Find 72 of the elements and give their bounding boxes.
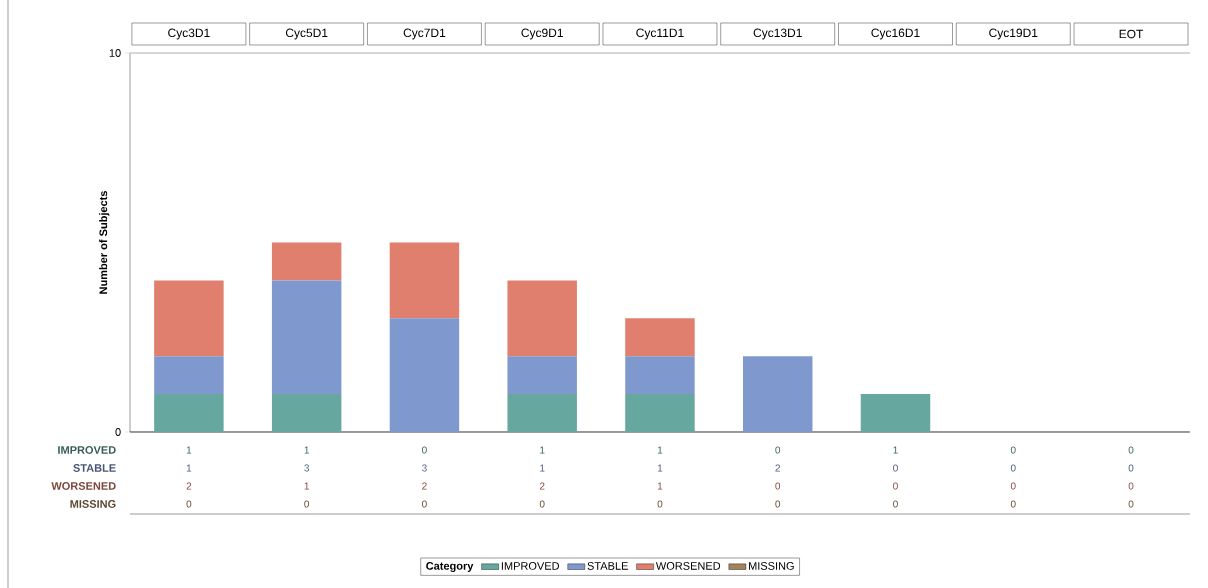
x-tick-label: Cyc13D1 [753,28,802,40]
data-label: 3 [304,464,310,472]
data-label: 0 [1010,500,1016,508]
text: IMPROVED [58,446,116,454]
data-label: 1 [540,446,545,454]
data-label: 3 [422,464,427,472]
data-label: 0 [1010,482,1016,490]
data-label: 1 [540,464,545,472]
data-label: 1 [186,446,192,454]
data-label: 0 [775,446,781,454]
legend-label: STABLE [587,562,628,570]
bar [154,356,224,395]
data-label: 0 [1128,464,1134,472]
text: WORSENED [51,482,116,490]
data-label: 0 [422,446,427,454]
bar [625,356,695,395]
data-label: 1 [304,482,309,490]
bar [625,318,695,357]
data-label: 0 [893,464,898,472]
text: MISSING [70,500,116,508]
legend-label: MISSING [749,562,794,570]
bar [507,394,577,432]
bar [507,356,577,395]
data-label: 0 [186,500,192,508]
x-tick-label: EOT [1119,29,1144,39]
bar [507,280,577,357]
text: STABLE [73,464,116,472]
data-label: 0 [1128,500,1134,508]
bar [742,356,813,432]
x-tick-label: Cyc16D1 [871,28,920,40]
bar [860,394,931,432]
data-label: 1 [304,446,309,454]
legend-title: Category [426,562,474,573]
x-tick-label: Cyc11D1 [636,28,684,40]
data-label: 1 [657,446,663,454]
y-axis-title: Number of Subjects [99,191,110,294]
data-label: 2 [539,482,545,490]
data-label: 0 [539,500,545,508]
data-label: 0 [304,500,310,508]
data-label: 0 [1010,446,1016,454]
data-label: 0 [657,500,663,508]
x-tick-label: Cyc9D1 [521,28,563,40]
data-label: 0 [893,500,898,508]
data-label: 2 [422,482,427,490]
data-label: 0 [893,482,898,490]
bar [389,318,460,432]
x-tick-label: Cyc3D1 [168,28,210,40]
data-label: 0 [1010,464,1016,472]
data-label: 1 [893,446,898,454]
data-label: 2 [775,464,781,472]
bar [271,242,342,281]
bar [625,394,695,432]
legend-label: IMPROVED [501,562,560,570]
bar [154,280,224,357]
x-tick-label: Cyc5D1 [285,28,328,40]
data-label: 0 [1128,482,1134,490]
bar [271,394,342,432]
data-label: 2 [186,482,192,490]
bar [154,394,224,432]
data-label: 1 [657,464,663,472]
data-label: 0 [422,500,427,508]
data-label: 1 [186,464,192,472]
y-tick-label: 10 [109,49,121,57]
x-tick-label: Cyc19D1 [989,28,1038,40]
data-label: 0 [775,482,781,490]
legend-label: WORSENED [655,562,721,570]
data-label: 0 [1128,446,1134,454]
bar [389,242,460,319]
x-tick-label: Cyc7D1 [403,28,446,40]
bar [271,280,342,395]
data-label: 1 [657,482,663,490]
data-label: 0 [775,500,781,508]
